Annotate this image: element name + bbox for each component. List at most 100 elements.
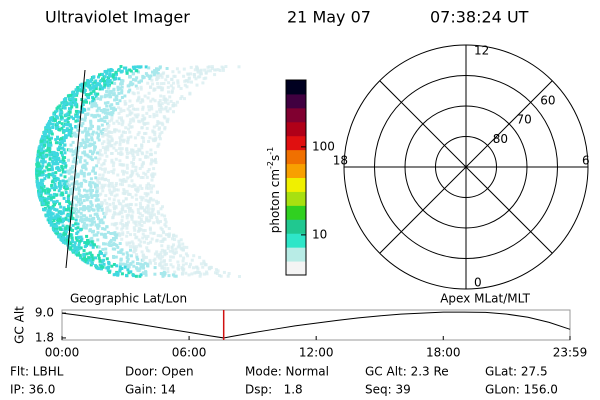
pixel (85, 252, 89, 256)
pixel (216, 68, 220, 72)
colorbar-cell (286, 219, 306, 234)
pixel (137, 131, 141, 135)
pixel (151, 137, 155, 141)
pixel (174, 274, 178, 278)
pixel (57, 128, 61, 132)
pixel (108, 182, 112, 185)
pixel (177, 70, 181, 74)
pixel (153, 262, 157, 265)
pixel (46, 163, 50, 167)
pixel (118, 99, 122, 103)
pixel (157, 104, 161, 108)
pixel (128, 68, 132, 72)
pixel (143, 208, 147, 212)
pixel (148, 115, 152, 118)
pixel (95, 109, 99, 113)
pixel (129, 248, 132, 252)
pixel (113, 130, 117, 134)
mlt-spoke (379, 80, 553, 254)
pixel (85, 244, 88, 247)
pixel (120, 85, 124, 89)
pixel (138, 201, 142, 205)
pixel (110, 138, 114, 142)
pixel (107, 119, 111, 123)
pixel (54, 141, 58, 145)
pixel (123, 209, 127, 213)
pixel (145, 126, 149, 130)
pixel (124, 126, 128, 130)
pixel (199, 68, 203, 72)
pixel (48, 208, 52, 212)
pixel (66, 218, 70, 222)
pixel (125, 243, 129, 247)
pixel (157, 221, 161, 225)
colorbar-cell (286, 163, 306, 178)
pixel (187, 77, 191, 81)
pixel (118, 141, 122, 145)
pixel (177, 242, 181, 246)
pixel (91, 169, 95, 173)
pixel (103, 167, 107, 171)
pixel (108, 90, 112, 94)
pixel (36, 162, 40, 166)
pixel (146, 204, 150, 208)
pixel (76, 230, 80, 234)
pixel (111, 216, 115, 220)
pixel (135, 115, 139, 119)
pixel (171, 248, 175, 252)
pixel (42, 155, 46, 159)
pixel (144, 65, 148, 69)
pixel (99, 109, 103, 112)
pixel (43, 133, 47, 137)
pixel (138, 184, 142, 188)
pixel (46, 204, 50, 208)
pixel (81, 151, 85, 155)
pixel (195, 83, 199, 87)
pixel (76, 86, 80, 89)
pixel (67, 158, 70, 162)
pixel (92, 97, 96, 101)
pixel (136, 65, 140, 69)
pixel (70, 93, 74, 97)
pixel (208, 69, 212, 73)
pixel (134, 203, 138, 207)
pixel (151, 82, 155, 86)
pixel (110, 131, 114, 134)
pixel (70, 115, 74, 119)
pixel (126, 257, 130, 261)
pixel (71, 140, 75, 144)
pixel (112, 189, 116, 193)
pixel (66, 123, 70, 127)
pixel (102, 128, 106, 132)
pixel (118, 178, 122, 182)
lat-label: 60 (540, 93, 555, 107)
pixel (183, 79, 187, 83)
pixel (137, 147, 141, 151)
pixel (101, 227, 105, 231)
pixel (73, 131, 77, 135)
pixel (169, 263, 173, 267)
pixel (94, 264, 98, 268)
pixel (95, 183, 98, 187)
pixel (68, 168, 72, 172)
pixel (51, 172, 55, 176)
pixel (89, 223, 93, 227)
pixel (90, 253, 94, 257)
pixel (125, 155, 129, 159)
pixel (94, 86, 98, 90)
pixel (92, 220, 96, 224)
pixel (173, 270, 177, 274)
pixel (89, 156, 93, 160)
pixel (69, 143, 73, 147)
pixel (39, 139, 43, 143)
pixel (84, 143, 88, 147)
pixel (149, 240, 153, 244)
pixel (79, 182, 83, 186)
pixel (115, 271, 119, 275)
pixel (99, 97, 103, 101)
pixel (141, 114, 145, 118)
pixel (174, 247, 178, 251)
pixel (49, 213, 53, 217)
pixel (127, 213, 131, 217)
pixel (121, 119, 125, 123)
